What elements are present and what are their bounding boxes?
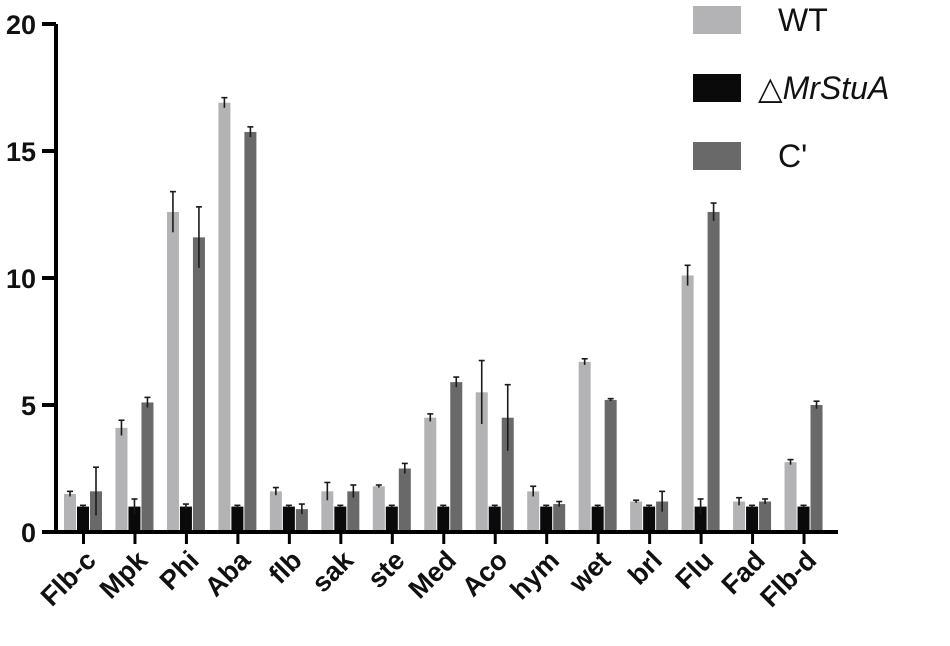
bar	[77, 506, 89, 532]
x-tick-label: hym	[504, 545, 564, 605]
bar	[244, 131, 257, 532]
x-tick-label: ste	[362, 545, 411, 594]
legend: WT △MrStuA C'	[693, 2, 889, 174]
bar	[540, 506, 553, 532]
bar	[488, 506, 501, 532]
bar	[630, 501, 643, 532]
bar	[784, 462, 797, 532]
y-axis-ticks: 0 5 10 15 20	[6, 10, 56, 548]
y-tick-label: 5	[21, 391, 36, 421]
bar	[398, 468, 411, 532]
bar	[604, 399, 617, 532]
legend-swatch	[693, 142, 741, 170]
bar	[372, 486, 385, 532]
bar	[450, 382, 463, 532]
x-tick-label: Aco	[456, 545, 513, 602]
bar	[694, 506, 707, 532]
y-tick-label: 20	[6, 10, 36, 40]
bar	[797, 506, 810, 532]
legend-label-italic: MrStuA	[783, 70, 890, 106]
bar	[733, 501, 746, 532]
x-tick-label: Mpk	[94, 544, 154, 604]
x-tick-label: Med	[403, 545, 462, 604]
legend-swatch	[693, 74, 741, 102]
bar	[231, 506, 244, 532]
y-tick-label: 10	[6, 264, 36, 294]
bar	[141, 402, 154, 532]
bar	[347, 491, 360, 532]
x-tick-label: Flu	[669, 545, 719, 595]
bar	[746, 506, 759, 532]
bar	[385, 506, 398, 532]
bar	[166, 211, 179, 532]
legend-label: △MrStuA	[758, 70, 889, 106]
x-tick-label: Flb-c	[35, 545, 102, 612]
x-tick-label: flb	[263, 545, 308, 590]
bar	[501, 417, 514, 532]
legend-label-prefix: △	[758, 70, 783, 106]
bar	[759, 501, 772, 532]
bar	[218, 102, 231, 533]
bar	[527, 491, 540, 532]
legend-label: C'	[778, 138, 807, 174]
bar	[321, 491, 334, 532]
bar	[656, 501, 669, 532]
bar	[578, 361, 591, 532]
bar	[64, 493, 76, 532]
bar	[424, 417, 437, 532]
bars-layer	[64, 102, 823, 533]
x-tick-label: Phi	[154, 545, 205, 596]
bar	[295, 509, 308, 532]
x-tick-label: wet	[563, 545, 617, 599]
bar	[128, 506, 141, 532]
bar	[810, 405, 823, 532]
x-tick-label: sak	[306, 544, 360, 598]
bar	[192, 237, 205, 533]
bar	[681, 275, 694, 532]
x-tick-label: Flb-d	[754, 545, 822, 613]
bar	[282, 506, 295, 532]
legend-swatch	[693, 6, 741, 34]
y-tick-label: 0	[21, 518, 36, 548]
bar	[179, 506, 192, 532]
x-tick-label: brl	[622, 545, 668, 591]
y-tick-label: 15	[6, 137, 36, 167]
x-tick-label: Aba	[199, 544, 257, 602]
bar	[269, 491, 282, 532]
bar	[643, 506, 656, 532]
error-bars-layer	[67, 96, 820, 516]
bar	[553, 504, 566, 532]
bar	[437, 506, 450, 532]
legend-label: WT	[778, 2, 828, 38]
bar	[475, 392, 488, 532]
bar	[115, 427, 128, 532]
bar	[591, 506, 604, 532]
bar	[707, 211, 720, 532]
bar	[334, 506, 347, 532]
